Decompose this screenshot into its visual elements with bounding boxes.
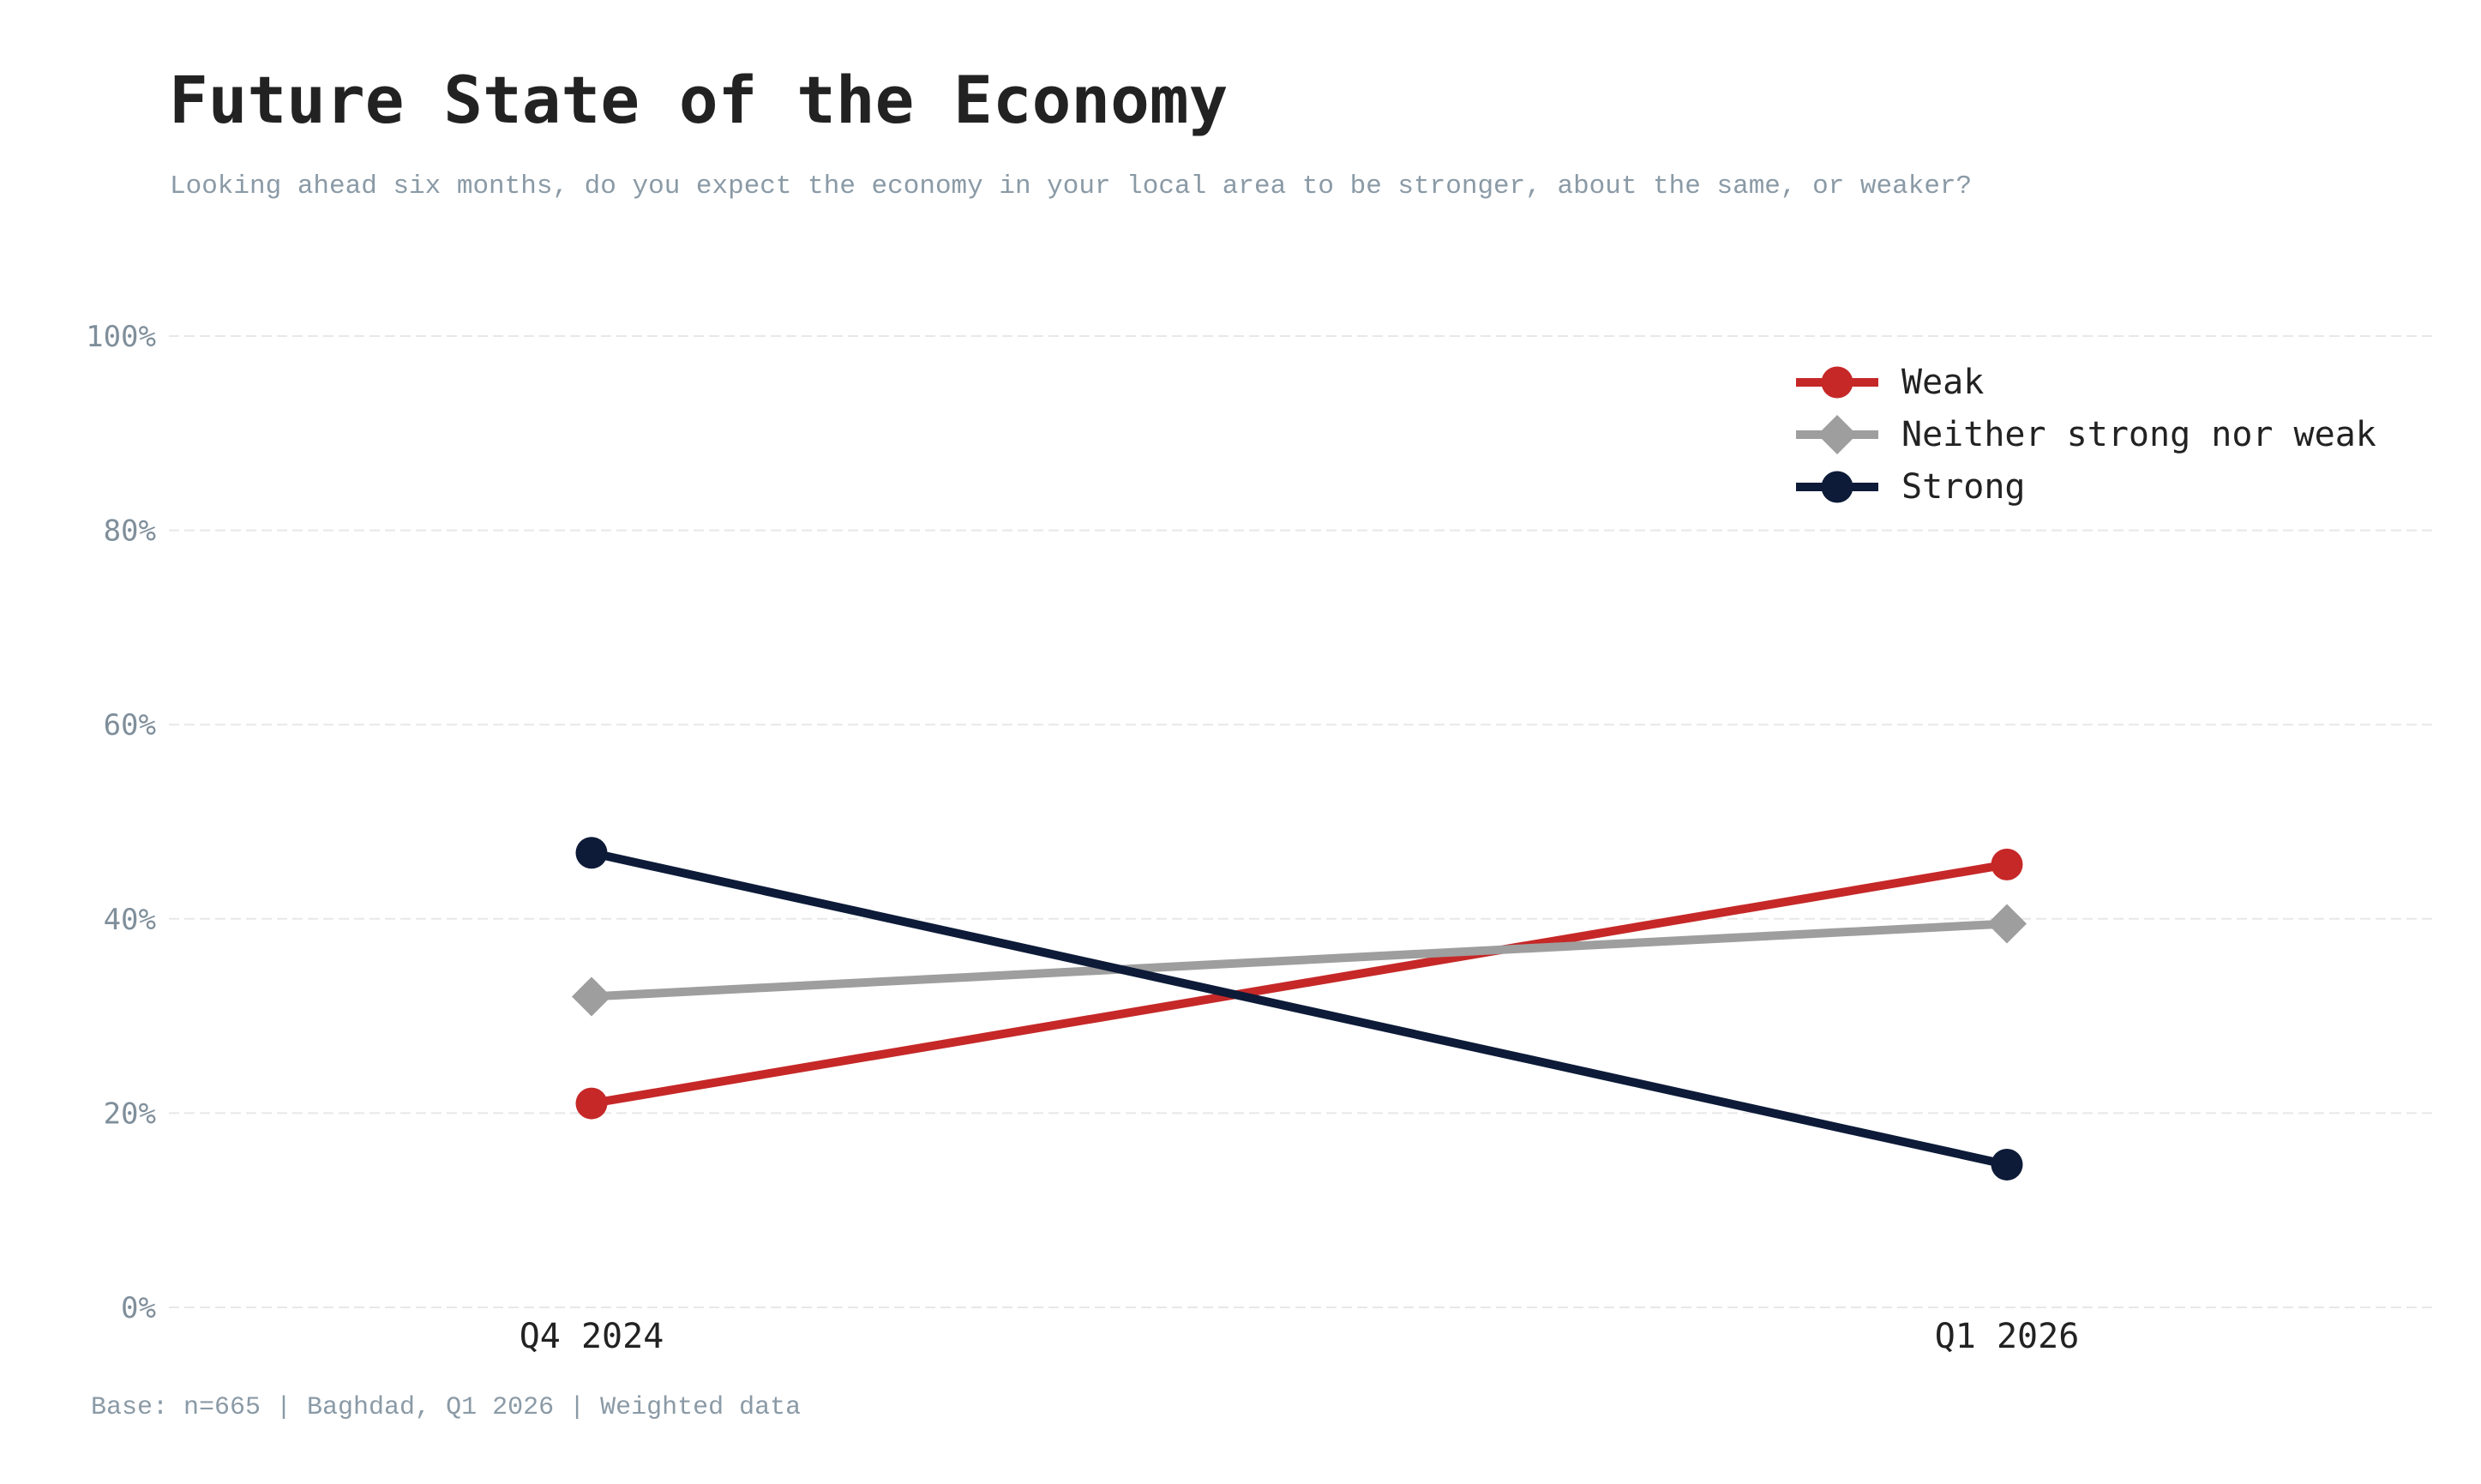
chart-subtitle: Looking ahead six months, do you expect … xyxy=(170,171,1973,201)
series-line xyxy=(591,860,2008,1108)
gridlines xyxy=(169,335,2433,1308)
legend-label: Weak xyxy=(1901,363,1984,402)
series-line xyxy=(590,848,2009,1169)
series-weak xyxy=(575,848,2023,1120)
y-tick-label: 80% xyxy=(104,514,156,549)
legend-marker xyxy=(1821,471,1853,503)
legend-item: Weak xyxy=(1796,363,1984,402)
legend-label: Strong xyxy=(1901,467,2026,507)
y-axis: 0% 20% 40% 60% 80% 100% xyxy=(86,320,156,1325)
data-point xyxy=(575,1087,608,1120)
y-tick-label: 100% xyxy=(86,320,156,354)
y-tick-label: 20% xyxy=(104,1096,156,1131)
legend-label: Neither strong nor weak xyxy=(1901,415,2376,454)
legend: Weak Neither strong nor weak Strong xyxy=(1796,363,2376,507)
series xyxy=(572,837,2027,1181)
y-tick-label: 60% xyxy=(104,708,156,742)
series-line xyxy=(591,919,2008,1001)
y-tick-label: 40% xyxy=(104,903,156,937)
data-point xyxy=(572,976,611,1017)
legend-item: Strong xyxy=(1796,467,2026,507)
x-tick-label: Q4 2024 xyxy=(520,1317,664,1356)
data-point xyxy=(1991,848,2023,880)
y-tick-label: 0% xyxy=(121,1291,156,1325)
series-neither-strong-nor-weak xyxy=(572,904,2027,1017)
legend-marker xyxy=(1817,415,1857,454)
x-tick-label: Q1 2026 xyxy=(1935,1317,2080,1356)
data-point xyxy=(1987,904,2027,944)
legend-item: Neither strong nor weak xyxy=(1796,415,2376,454)
chart-title: Future State of the Economy xyxy=(169,62,1228,138)
footer-note: Base: n=665 | Baghdad, Q1 2026 | Weighte… xyxy=(91,1393,802,1422)
series-strong xyxy=(575,837,2023,1181)
data-point xyxy=(575,837,608,869)
legend-marker xyxy=(1821,366,1853,399)
data-point xyxy=(1991,1148,2023,1181)
x-axis: Q4 2024 Q1 2026 xyxy=(520,1317,2080,1356)
